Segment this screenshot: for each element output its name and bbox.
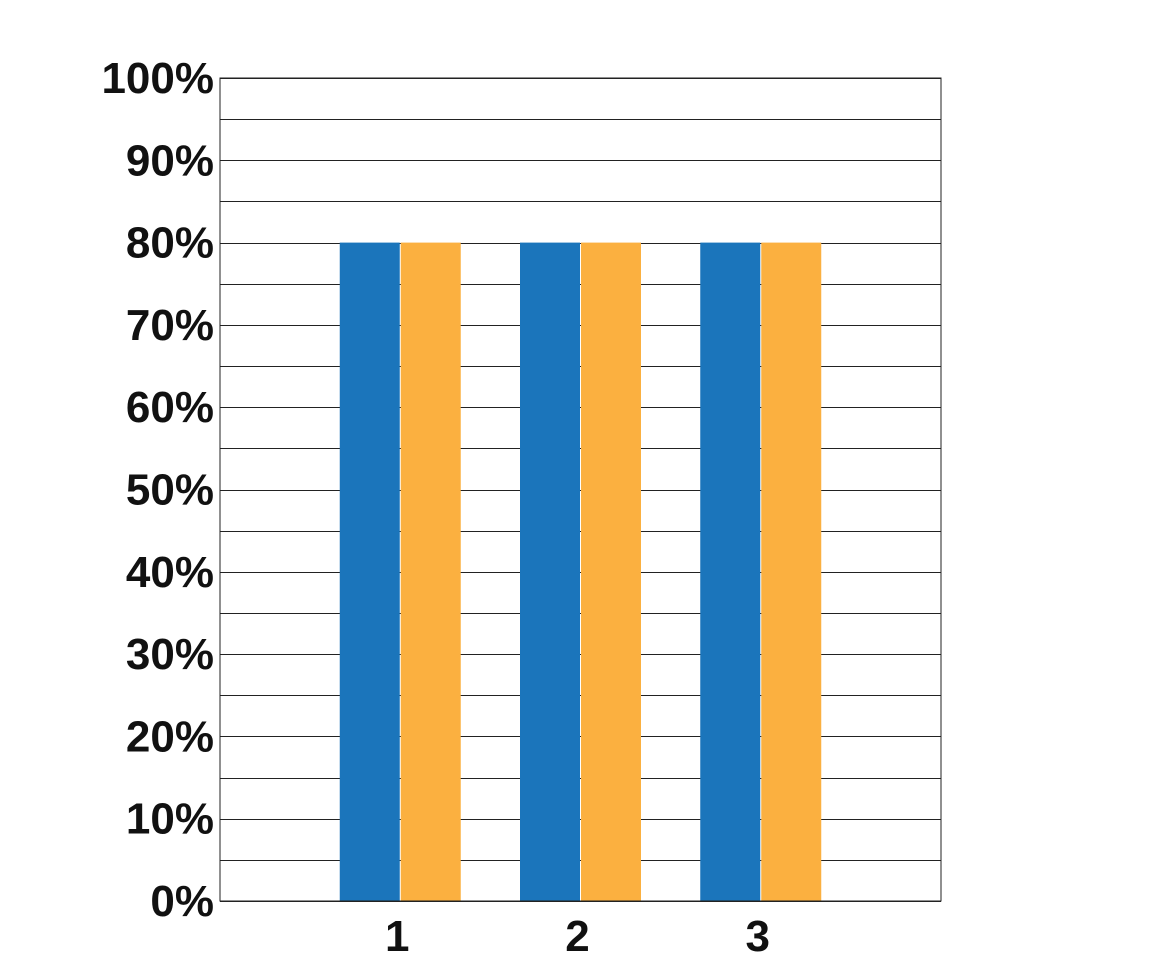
y-tick-label: 40% <box>126 548 214 597</box>
y-tick-label: 100% <box>101 54 214 103</box>
bar-category-1-series-2 <box>400 242 461 902</box>
x-tick-label: 2 <box>565 912 589 961</box>
x-tick-label: 3 <box>746 912 770 961</box>
y-tick-label: 80% <box>126 219 214 268</box>
y-tick-label: 20% <box>126 712 214 761</box>
bar-category-3-series-1 <box>700 242 761 902</box>
x-tick-label: 1 <box>385 912 409 961</box>
bar-category-3-series-2 <box>761 242 822 902</box>
grid-lines <box>220 78 941 902</box>
y-tick-label: 90% <box>126 136 214 185</box>
bar-category-2-series-1 <box>520 242 580 902</box>
y-tick-label: 30% <box>126 630 214 679</box>
x-axis-tick-labels: 1 2 3 <box>385 912 770 961</box>
y-tick-label: 70% <box>126 301 214 350</box>
plot-frame <box>219 77 942 902</box>
bars <box>339 242 822 902</box>
bar-category-2-series-2 <box>581 242 641 902</box>
y-tick-label: 60% <box>126 383 214 432</box>
bar-category-1-series-1 <box>339 242 400 902</box>
y-axis-tick-labels: 0% 10% 20% 30% 40% 50% 60% 70% 80% 90% 100% <box>101 54 214 926</box>
y-tick-label: 0% <box>150 877 214 926</box>
y-tick-label: 10% <box>126 795 214 844</box>
y-tick-label: 50% <box>126 466 214 515</box>
